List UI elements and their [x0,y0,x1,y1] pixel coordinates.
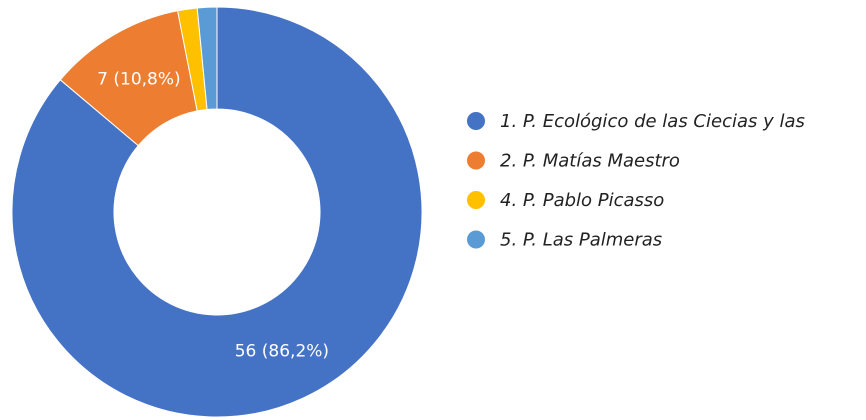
slice [11,6,423,418]
legend-label: 4. P. Pablo Picasso [500,190,664,211]
slice-label: 7 (10,8%) [97,69,181,89]
legend-label: 5. P. Las Palmeras [500,230,662,251]
legend-label: 1. P. Ecológico de las Ciecias y las [500,111,805,132]
legend-marker [467,191,485,209]
legend-marker [467,112,485,130]
legend-marker [467,151,485,170]
legend-marker [467,230,485,249]
slice-label: 56 (86,2%) [235,342,329,362]
slice [196,6,218,111]
legend-label: 2. P. Matías Maestro [500,151,680,172]
